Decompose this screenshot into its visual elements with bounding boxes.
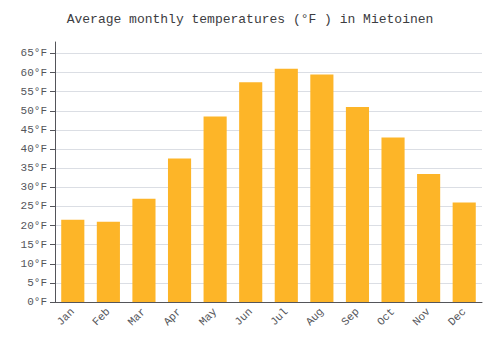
svg-text:Nov: Nov bbox=[410, 305, 433, 328]
svg-text:60°F: 60°F bbox=[21, 67, 47, 79]
svg-text:15°F: 15°F bbox=[21, 239, 47, 251]
svg-text:40°F: 40°F bbox=[21, 143, 47, 155]
svg-text:30°F: 30°F bbox=[21, 181, 47, 193]
svg-text:Aug: Aug bbox=[304, 306, 326, 328]
svg-text:50°F: 50°F bbox=[21, 105, 47, 117]
svg-text:Oct: Oct bbox=[375, 306, 397, 328]
svg-text:Mar: Mar bbox=[126, 306, 148, 328]
svg-text:0°F: 0°F bbox=[27, 296, 47, 308]
svg-text:Sep: Sep bbox=[339, 306, 361, 328]
svg-text:Jan: Jan bbox=[55, 306, 77, 328]
svg-text:Jun: Jun bbox=[232, 306, 254, 328]
svg-text:Feb: Feb bbox=[90, 306, 112, 328]
svg-text:May: May bbox=[197, 305, 220, 328]
svg-text:65°F: 65°F bbox=[21, 47, 47, 59]
svg-text:55°F: 55°F bbox=[21, 86, 47, 98]
svg-text:5°F: 5°F bbox=[27, 277, 47, 289]
svg-text:Apr: Apr bbox=[161, 306, 183, 328]
svg-text:10°F: 10°F bbox=[21, 258, 47, 270]
svg-text:20°F: 20°F bbox=[21, 220, 47, 232]
svg-text:35°F: 35°F bbox=[21, 162, 47, 174]
svg-text:Jul: Jul bbox=[268, 306, 290, 328]
svg-text:45°F: 45°F bbox=[21, 124, 47, 136]
svg-text:Average monthly temperatures (: Average monthly temperatures (°F ) in Mi… bbox=[67, 12, 434, 27]
svg-text:25°F: 25°F bbox=[21, 200, 47, 212]
svg-text:Dec: Dec bbox=[446, 306, 468, 328]
